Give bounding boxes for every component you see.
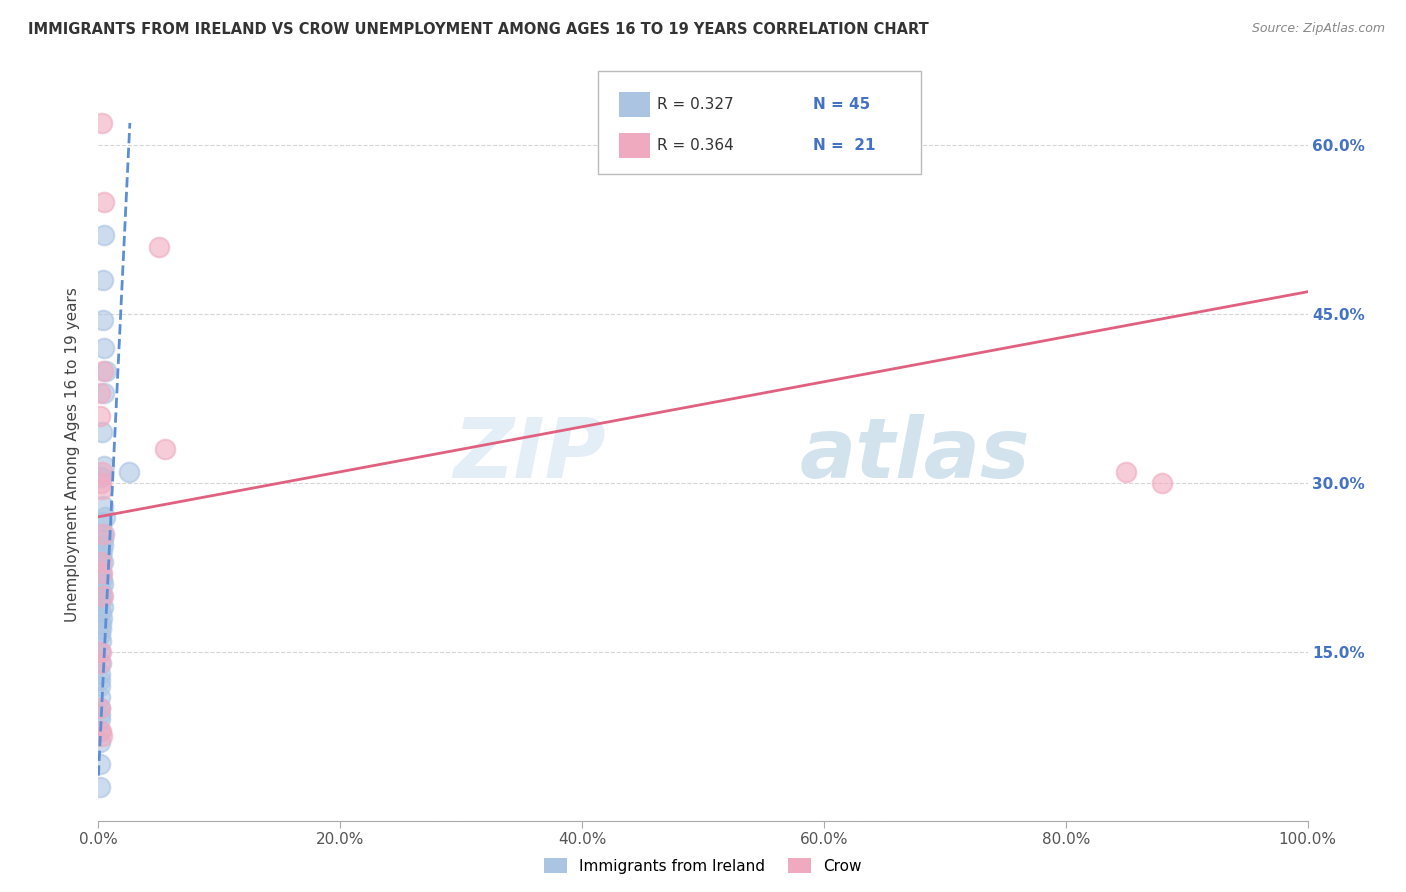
Point xyxy=(90,476,112,491)
Point xyxy=(90,633,112,648)
Text: IMMIGRANTS FROM IRELAND VS CROW UNEMPLOYMENT AMONG AGES 16 TO 19 YEARS CORRELATI: IMMIGRANTS FROM IRELAND VS CROW UNEMPLOY… xyxy=(28,22,929,37)
Text: N =  21: N = 21 xyxy=(813,138,875,153)
Text: R = 0.364: R = 0.364 xyxy=(657,138,734,153)
Point xyxy=(91,572,114,586)
Point xyxy=(89,780,111,794)
Point xyxy=(90,623,112,637)
Text: N = 45: N = 45 xyxy=(813,97,870,112)
Point xyxy=(89,628,111,642)
Point xyxy=(93,386,115,401)
Point xyxy=(89,712,111,726)
Text: Source: ZipAtlas.com: Source: ZipAtlas.com xyxy=(1251,22,1385,36)
Point xyxy=(148,240,170,254)
Point xyxy=(90,645,112,659)
Point xyxy=(94,509,117,524)
Point xyxy=(91,599,114,614)
Point xyxy=(91,499,114,513)
Point xyxy=(93,228,115,243)
Point xyxy=(89,701,111,715)
Point xyxy=(93,459,115,474)
Point xyxy=(90,555,112,569)
Legend: Immigrants from Ireland, Crow: Immigrants from Ireland, Crow xyxy=(538,852,868,880)
Text: ZIP: ZIP xyxy=(454,415,606,495)
Point xyxy=(91,516,114,530)
Y-axis label: Unemployment Among Ages 16 to 19 years: Unemployment Among Ages 16 to 19 years xyxy=(65,287,80,623)
Point xyxy=(93,526,115,541)
Point xyxy=(91,482,114,496)
Point xyxy=(89,757,111,772)
Point xyxy=(91,543,114,558)
Text: R = 0.327: R = 0.327 xyxy=(657,97,733,112)
Point xyxy=(89,735,111,749)
Point xyxy=(91,526,114,541)
Point xyxy=(90,549,112,564)
Point xyxy=(91,566,114,580)
Point xyxy=(90,582,112,597)
Point xyxy=(91,589,114,603)
Point xyxy=(90,470,112,484)
Point xyxy=(89,679,111,693)
Point xyxy=(91,611,114,625)
Point xyxy=(93,194,115,209)
Text: atlas: atlas xyxy=(800,415,1031,495)
Point xyxy=(90,656,112,670)
Point xyxy=(89,645,111,659)
Point xyxy=(90,606,112,620)
Point xyxy=(93,341,115,355)
Point xyxy=(91,363,114,377)
Point xyxy=(89,667,111,681)
Point xyxy=(90,616,112,631)
Point xyxy=(89,701,111,715)
Point xyxy=(89,673,111,687)
Point xyxy=(89,723,111,738)
Point xyxy=(91,273,114,287)
Point xyxy=(91,729,114,743)
Point xyxy=(90,723,112,738)
Point xyxy=(91,533,114,547)
Point xyxy=(91,538,114,552)
Point xyxy=(91,313,114,327)
Point xyxy=(91,589,114,603)
Point xyxy=(118,465,141,479)
Point xyxy=(89,706,111,721)
Point xyxy=(94,363,117,377)
Point xyxy=(153,442,176,457)
Point xyxy=(91,116,114,130)
Point xyxy=(90,594,112,608)
Point xyxy=(91,465,114,479)
Point xyxy=(1152,476,1174,491)
Point xyxy=(91,555,114,569)
Point xyxy=(1115,465,1137,479)
Point xyxy=(91,425,114,440)
Point xyxy=(91,577,114,591)
Point xyxy=(89,386,111,401)
Point xyxy=(89,656,111,670)
Point xyxy=(89,409,111,423)
Point xyxy=(90,566,112,580)
Point xyxy=(89,690,111,704)
